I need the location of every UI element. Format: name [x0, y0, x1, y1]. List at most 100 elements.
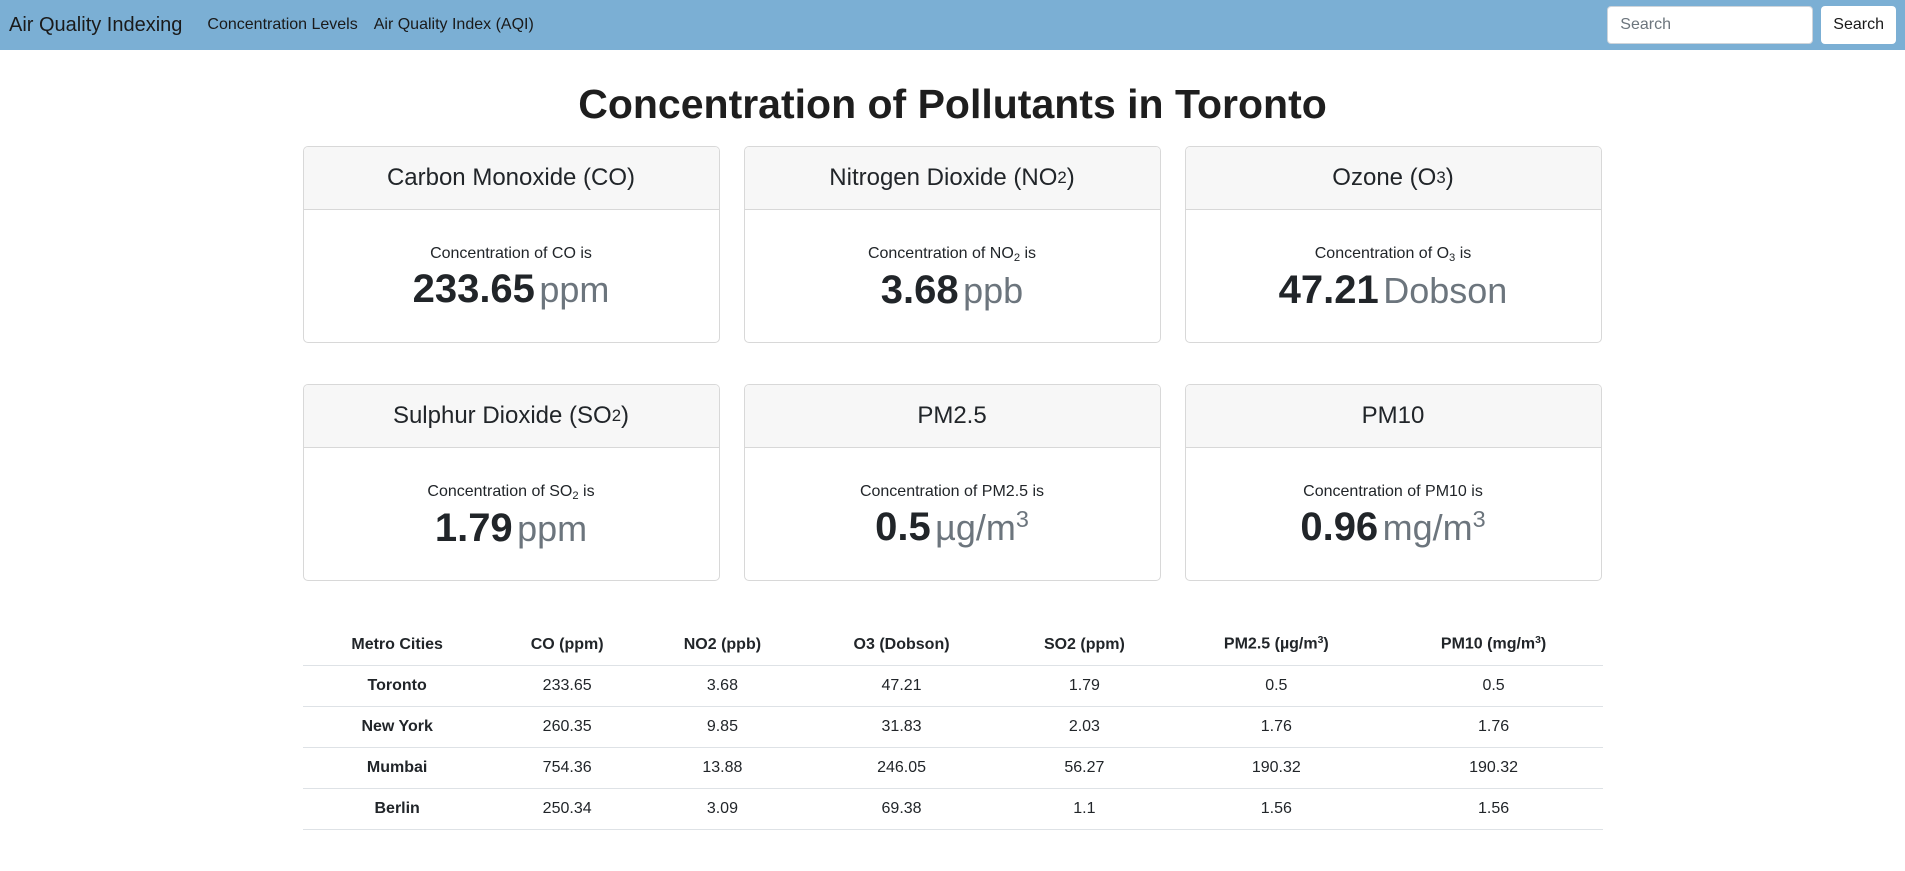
concentration-value: 47.21 Dobson [1186, 268, 1601, 313]
cities-table: Metro Cities CO (ppm) NO2 (ppb) O3 (Dobson)… [302, 625, 1603, 830]
table-header-cell: Metro Cities [302, 625, 492, 666]
header-label: NO2 (ppb) [683, 635, 762, 653]
concentration-label-suffix: is [575, 245, 592, 262]
table-header-cell: SO2 (ppm) [1000, 625, 1168, 666]
card-header: Sulphur Dioxide (SO 2) [303, 385, 719, 448]
concentration-number: 0.5 [875, 505, 931, 549]
city-name-cell: New York [302, 706, 492, 748]
header-label: SO2 (ppm) [1043, 635, 1125, 653]
nav-link-aqi[interactable]: Air Quality Index (AQI) [373, 16, 534, 33]
table-header-cell: PM10 (mg/m3) [1384, 625, 1603, 666]
city-name-cell: Toronto [302, 665, 492, 707]
concentration-value: 0.5 µg/m3 [745, 505, 1160, 550]
card-row: Sulphur Dioxide (SO 2) Concentration of SO… [302, 384, 1603, 581]
concentration-label: Concentration of NO2 is [745, 245, 1160, 264]
card-title: Ozone (O [1332, 164, 1437, 191]
table-cell: 233.65 [491, 665, 643, 707]
concentration-label-suffix: is [578, 483, 595, 500]
table-row: Berlin 250.34 3.09 69.38 1.1 1.56 1.56 [302, 788, 1603, 830]
concentration-label: Concentration of PM10 is [1186, 483, 1601, 501]
concentration-value: 1.79 ppm [304, 506, 719, 551]
concentration-unit-text: µg/m [935, 507, 1016, 548]
table-cell: 56.27 [1000, 747, 1168, 789]
table-cell: 1.79 [1000, 665, 1168, 707]
concentration-unit: ppm [517, 508, 587, 549]
header-label: Metro Cities [351, 635, 443, 653]
table-cell: 9.85 [642, 706, 803, 748]
card-body: Concentration of CO is 233.65 ppm [304, 210, 719, 312]
concentration-value: 3.68 ppb [745, 268, 1160, 313]
concentration-number: 0.96 [1300, 505, 1379, 549]
table-header-cell: O3 (Dobson) [802, 625, 1001, 666]
table-cell: 47.21 [802, 665, 1001, 707]
card-body: Concentration of O3 is 47.21 Dobson [1186, 210, 1601, 313]
concentration-unit: ppm [539, 269, 609, 310]
table-header-cell: NO2 (ppb) [642, 625, 803, 666]
table-header-cell: CO (ppm) [491, 625, 643, 666]
table-row: Mumbai 754.36 13.88 246.05 56.27 190.32 190.32 [302, 747, 1603, 789]
nav-link-concentration-levels[interactable]: Concentration Levels [207, 16, 358, 33]
header-superscript: 3 [1535, 635, 1541, 647]
header-superscript: 3 [1317, 635, 1324, 647]
concentration-label-text: Concentration of SO [427, 483, 573, 500]
page-title: Concentration of Pollutants in Toronto [578, 81, 1327, 127]
table-cell: 13.88 [642, 747, 803, 789]
card-title: Nitrogen Dioxide (NO [829, 164, 1058, 191]
concentration-unit: Dobson [1383, 270, 1507, 311]
table-cell: 69.38 [802, 788, 1001, 830]
table-cell: 1.76 [1168, 706, 1385, 748]
table-header-cell: PM2.5 (µg/m3) [1168, 625, 1385, 666]
concentration-label-text: Concentration of O [1314, 245, 1450, 262]
table-cell: 1.56 [1168, 788, 1385, 830]
concentration-label-subscript: 3 [1449, 251, 1456, 264]
header-label: PM2.5 (µg/m [1223, 636, 1318, 654]
concentration-unit-text: mg/m [1382, 507, 1473, 548]
table-row: Toronto 233.65 3.68 47.21 1.79 0.5 0.5 [302, 665, 1603, 707]
card-body: Concentration of SO2 is 1.79 ppm [304, 448, 719, 551]
concentration-label-subscript: 2 [572, 489, 579, 502]
concentration-unit-text: Dobson [1383, 269, 1508, 311]
concentration-unit: mg/m3 [1382, 506, 1486, 548]
concentration-label: Concentration of PM2.5 is [745, 483, 1160, 501]
concentration-label-text: Concentration of PM10 [1303, 483, 1467, 500]
concentration-unit-text: ppm [517, 507, 588, 549]
table-cell: 1.1 [1000, 788, 1168, 830]
search-input[interactable] [1607, 6, 1814, 44]
concentration-label: Concentration of SO2 is [304, 483, 719, 502]
header-label: O3 (Dobson) [853, 635, 950, 653]
card-no2: Nitrogen Dioxide (NO 2) Concentration of N… [743, 146, 1161, 343]
concentration-label-suffix: is [1028, 483, 1045, 500]
concentration-value: 0.96 mg/m3 [1186, 505, 1601, 550]
card-title: PM2.5 [917, 402, 987, 429]
header-suffix: ) [1540, 636, 1547, 654]
table-cell: 754.36 [491, 747, 643, 789]
search-button[interactable]: Search [1821, 6, 1896, 44]
table-cell: 3.68 [642, 665, 803, 707]
card-header: Ozone (O 3) [1185, 147, 1601, 210]
table-body: Toronto 233.65 3.68 47.21 1.79 0.5 0.5 New York… [302, 665, 1603, 830]
concentration-number: 233.65 [412, 267, 535, 311]
concentration-number: 47.21 [1278, 267, 1379, 312]
table-cell: 190.32 [1168, 747, 1385, 789]
table-head: Metro Cities CO (ppm) NO2 (ppb) O3 (Dobson)… [302, 625, 1603, 666]
concentration-number: 3.68 [880, 267, 959, 312]
table-row: New York 260.35 9.85 31.83 2.03 1.76 1.76 [302, 706, 1603, 748]
brand-link[interactable]: Air Quality Indexing [9, 13, 183, 36]
table-cell: 0.5 [1168, 665, 1385, 707]
card-so2: Sulphur Dioxide (SO 2) Concentration of SO… [302, 384, 720, 581]
card-header: Carbon Monoxide (CO) [303, 147, 719, 210]
table-cell: 260.35 [491, 706, 643, 748]
card-title-suffix: ) [621, 402, 630, 429]
concentration-value: 233.65 ppm [304, 267, 719, 312]
card-body: Concentration of PM10 is 0.96 mg/m3 [1186, 448, 1601, 550]
card-title-suffix: ) [1445, 164, 1454, 191]
table-cell: 1.56 [1384, 788, 1603, 830]
table-cell: 31.83 [802, 706, 1001, 748]
card-title: PM10 [1361, 402, 1425, 429]
card-title-subscript: 2 [611, 406, 622, 425]
concentration-unit: ppb [963, 270, 1023, 311]
header-label: PM10 (mg/m [1440, 636, 1536, 654]
concentration-number: 1.79 [434, 505, 513, 550]
header-label: CO (ppm) [530, 635, 604, 653]
table-cell: 250.34 [491, 788, 643, 830]
